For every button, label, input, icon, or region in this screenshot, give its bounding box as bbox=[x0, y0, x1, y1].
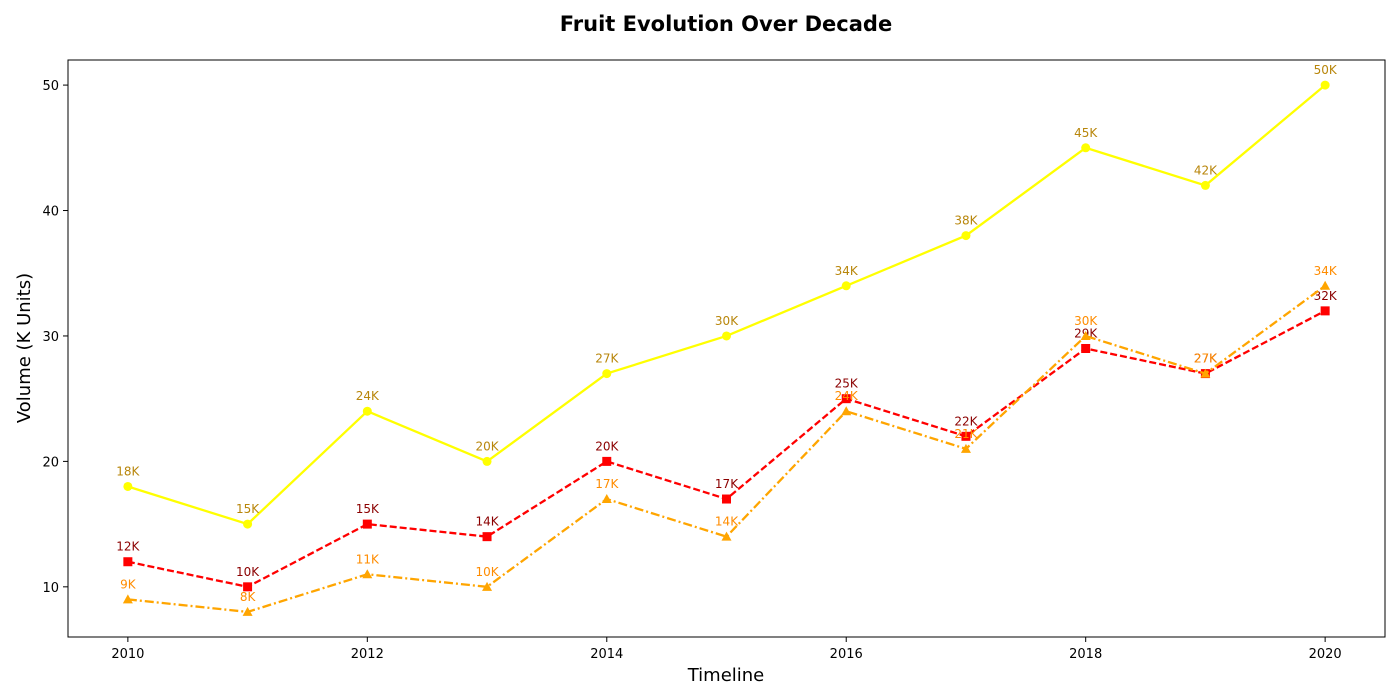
data-point bbox=[961, 231, 971, 241]
x-tick-label: 2020 bbox=[1309, 647, 1342, 662]
data-point bbox=[601, 494, 612, 504]
data-label: 34K bbox=[835, 264, 859, 278]
data-point bbox=[243, 582, 253, 592]
x-tick-label: 2016 bbox=[830, 647, 863, 662]
data-point bbox=[602, 456, 612, 466]
x-tick-label: 2014 bbox=[590, 647, 623, 662]
data-point bbox=[1081, 143, 1091, 153]
data-label: 22K bbox=[954, 414, 978, 428]
data-point bbox=[1200, 368, 1211, 378]
data-point bbox=[123, 481, 133, 491]
data-point bbox=[1320, 280, 1331, 290]
data-label: 38K bbox=[954, 214, 978, 228]
x-tick-label: 2012 bbox=[351, 647, 384, 662]
data-label: 14K bbox=[475, 515, 499, 529]
data-point bbox=[961, 431, 971, 441]
y-tick-label: 30 bbox=[42, 330, 59, 345]
series-0-line bbox=[127, 84, 1326, 526]
series-1-line bbox=[127, 309, 1326, 589]
axis-ticks: 2010 2012 2014 2016 2018 2020 10 20 30 40 50 bbox=[42, 79, 1341, 662]
y-tick-label: 20 bbox=[42, 455, 59, 470]
data-point bbox=[721, 531, 732, 541]
data-point bbox=[722, 494, 731, 504]
data-point bbox=[722, 331, 731, 341]
data-label: 27K bbox=[595, 352, 619, 366]
data-label: 17K bbox=[715, 477, 739, 491]
data-label: 17K bbox=[595, 477, 619, 491]
y-axis-label: Volume (K Units) bbox=[14, 273, 35, 423]
data-label: 10K bbox=[475, 565, 499, 579]
data-point bbox=[1080, 330, 1091, 340]
data-point bbox=[1320, 80, 1330, 90]
data-point bbox=[362, 406, 372, 416]
data-point bbox=[482, 581, 493, 591]
data-label: 30K bbox=[1074, 314, 1098, 328]
data-label: 18K bbox=[116, 464, 140, 478]
data-label: 14K bbox=[715, 515, 739, 529]
y-tick-label: 40 bbox=[42, 205, 59, 220]
x-axis-label: Timeline bbox=[687, 665, 765, 686]
data-point bbox=[1081, 344, 1091, 353]
data-label: 12K bbox=[116, 540, 140, 554]
data-label: 42K bbox=[1194, 163, 1218, 177]
data-label: 15K bbox=[356, 502, 380, 516]
data-label: 15K bbox=[236, 502, 260, 516]
data-point bbox=[242, 606, 253, 616]
data-point bbox=[602, 369, 612, 379]
x-tick-label: 2018 bbox=[1069, 647, 1102, 662]
data-point bbox=[243, 519, 253, 529]
data-label: 8K bbox=[240, 590, 257, 604]
data-point bbox=[482, 456, 492, 466]
data-point bbox=[1320, 306, 1330, 316]
data-point bbox=[841, 406, 852, 416]
data-point bbox=[960, 443, 971, 453]
data-label: 27K bbox=[1194, 352, 1218, 366]
data-label: 25K bbox=[835, 377, 859, 391]
data-label: 20K bbox=[595, 439, 619, 453]
data-label: 21K bbox=[954, 427, 978, 441]
series-2-line bbox=[127, 284, 1326, 614]
data-point bbox=[1200, 180, 1210, 190]
chart-title: Fruit Evolution Over Decade bbox=[560, 12, 892, 36]
data-label: 10K bbox=[236, 565, 260, 579]
data-point bbox=[362, 519, 372, 529]
x-tick-label: 2010 bbox=[111, 647, 144, 662]
plot-frame bbox=[67, 59, 1386, 638]
data-point bbox=[122, 594, 133, 604]
data-label: 34K bbox=[1314, 264, 1338, 278]
data-point bbox=[362, 569, 373, 579]
data-label: 24K bbox=[835, 389, 859, 403]
data-label: 24K bbox=[356, 389, 380, 403]
data-label: 30K bbox=[715, 314, 739, 328]
plot-area: 18K 15K 24K 20K 27K 30K 34K 38K 45K 42K 50K 12K 10K 1… bbox=[116, 63, 1338, 616]
series-2: 9K 8K 11K 10K 17K 14K 24K 21K 30K 27K 34K bbox=[120, 264, 1338, 616]
data-label: 50K bbox=[1314, 63, 1338, 77]
y-tick-label: 10 bbox=[42, 581, 59, 596]
data-label: 27K bbox=[1194, 352, 1218, 366]
series-0: 18K 15K 24K 20K 27K 30K 34K 38K 45K 42K 50K bbox=[116, 63, 1338, 529]
data-point bbox=[123, 557, 133, 567]
data-label: 11K bbox=[356, 552, 380, 566]
data-point bbox=[841, 281, 851, 291]
data-label: 20K bbox=[475, 439, 499, 453]
y-tick-label: 50 bbox=[42, 79, 59, 94]
data-point bbox=[841, 394, 851, 404]
data-point bbox=[482, 532, 492, 542]
data-label: 9K bbox=[120, 577, 137, 591]
data-label: 45K bbox=[1074, 126, 1098, 140]
data-label: 32K bbox=[1314, 289, 1338, 303]
